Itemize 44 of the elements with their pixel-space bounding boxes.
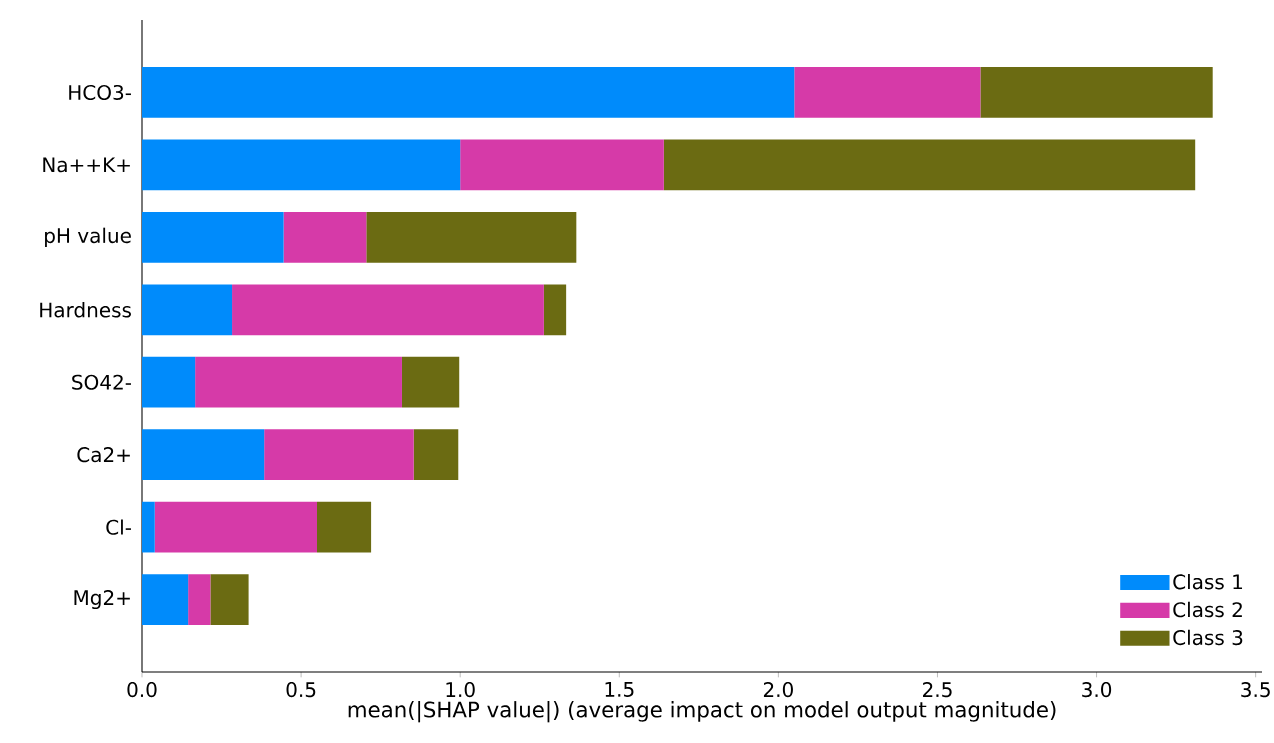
bar: [142, 356, 196, 408]
bar: [142, 501, 155, 553]
bar: [366, 211, 577, 263]
y-tick-label: HCO3-: [69, 84, 131, 101]
bar: [413, 429, 459, 481]
x-axis-title: mean(|SHAP value|) (average impact on model output magnitude): [348, 701, 1056, 723]
bar: [401, 356, 460, 408]
y-tick-label: Ca2+: [77, 447, 130, 463]
legend-label: Class 1: [1173, 573, 1243, 590]
legend-label: Class 2: [1173, 601, 1242, 618]
bar: [543, 284, 567, 336]
y-tick-label: pH value: [45, 227, 131, 248]
bar: [794, 67, 981, 118]
bar: [980, 67, 1213, 118]
bar: [142, 211, 284, 263]
bar: [210, 574, 249, 625]
y-tick-label: SO42-: [72, 374, 131, 390]
bar: [142, 574, 189, 625]
bar: [663, 139, 1196, 191]
bar: [142, 139, 461, 191]
y-tick-label: Na++K+: [43, 157, 130, 173]
bar: [317, 501, 372, 553]
x-tick-label: 3.5: [1241, 682, 1270, 698]
x-tick-label: 0.0: [127, 682, 157, 698]
bar: [188, 574, 211, 625]
y-tick-label: Cl-: [106, 519, 131, 535]
x-tick-label: 0.5: [286, 682, 316, 698]
legend-label: Class 3: [1173, 629, 1243, 646]
x-tick-label: 2.5: [923, 682, 952, 698]
x-tick-label: 1.5: [605, 682, 634, 697]
bar: [283, 211, 367, 263]
y-tick-label: Mg2+: [74, 590, 130, 610]
x-tick-label: 2.0: [763, 682, 793, 698]
bar: [195, 356, 402, 408]
bar: [154, 501, 317, 553]
bar: [142, 284, 233, 336]
bar: [142, 429, 265, 481]
x-tick-label: 1.0: [446, 682, 475, 698]
bar: [142, 67, 795, 118]
bar: [232, 284, 544, 336]
bar: [264, 429, 414, 481]
bar: [460, 139, 664, 191]
y-tick-label: Hardness: [40, 302, 131, 318]
x-tick-label: 3.0: [1082, 682, 1112, 698]
